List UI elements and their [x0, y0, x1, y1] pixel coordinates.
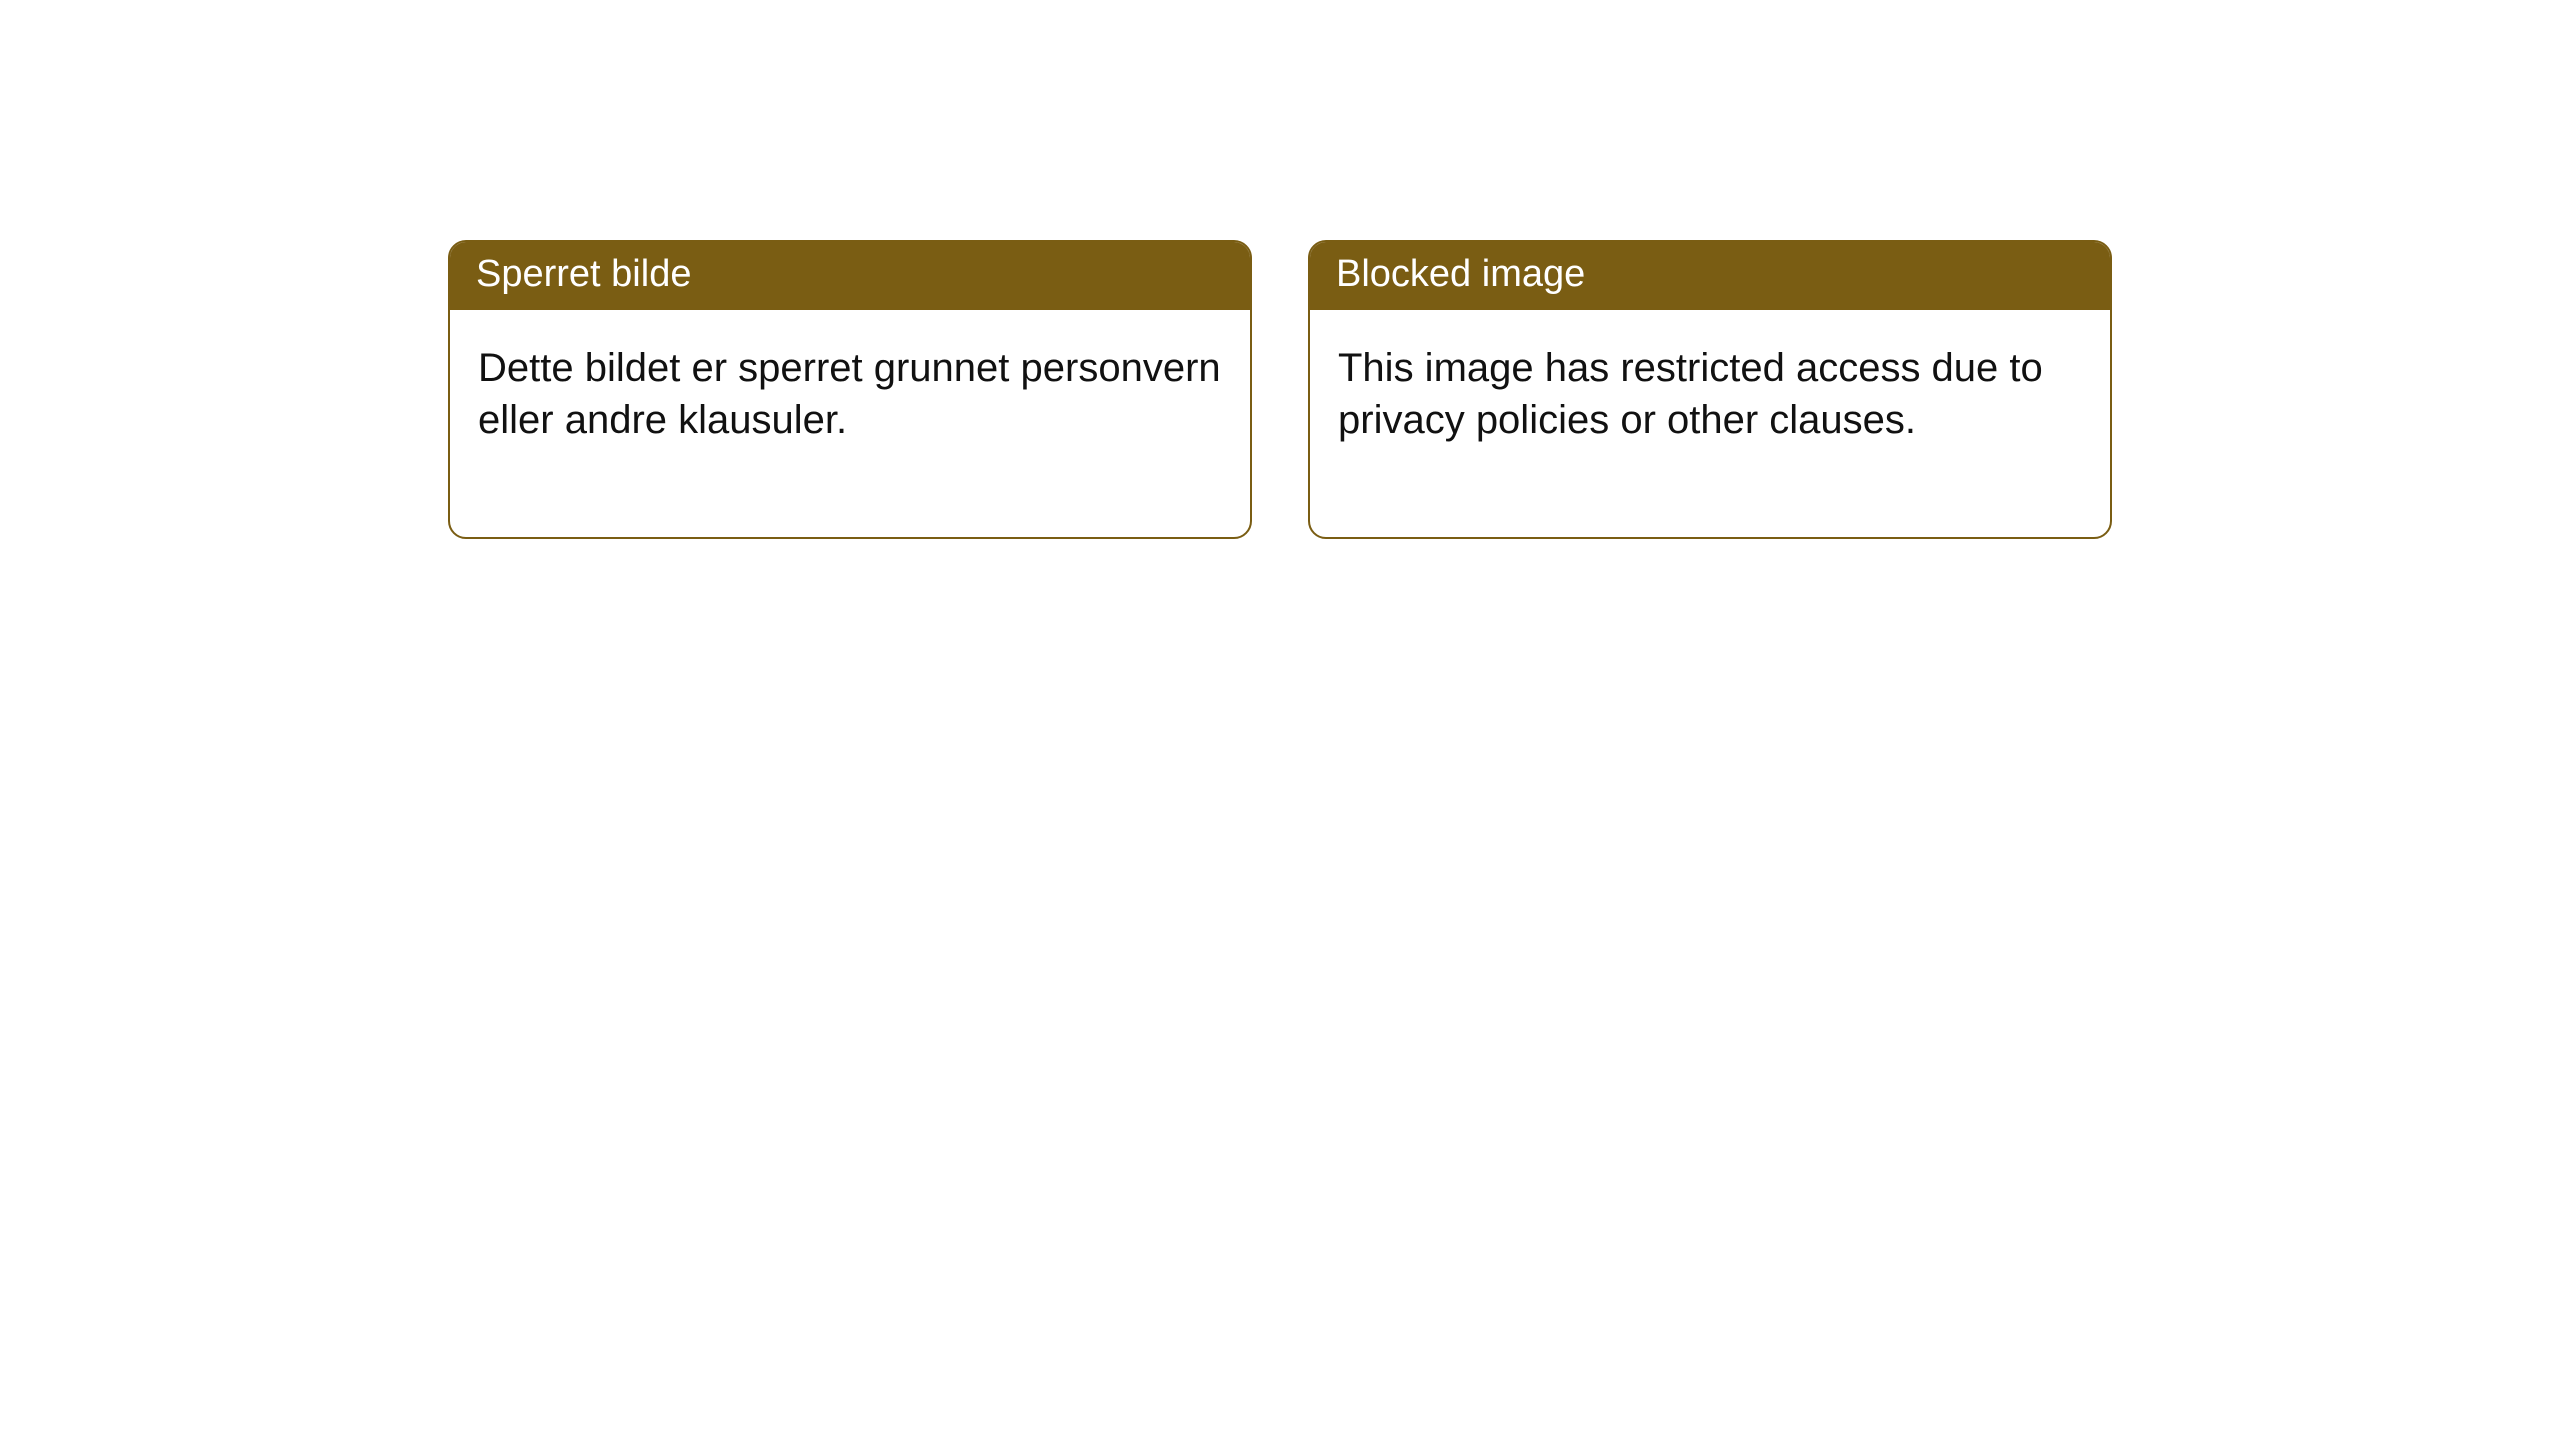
notice-card-title: Sperret bilde — [450, 242, 1250, 310]
notice-card-norwegian: Sperret bilde Dette bildet er sperret gr… — [448, 240, 1252, 539]
notice-card-english: Blocked image This image has restricted … — [1308, 240, 2112, 539]
notice-card-body: Dette bildet er sperret grunnet personve… — [450, 310, 1250, 538]
notice-card-title: Blocked image — [1310, 242, 2110, 310]
notice-card-body: This image has restricted access due to … — [1310, 310, 2110, 538]
blocked-image-notice-container: Sperret bilde Dette bildet er sperret gr… — [0, 0, 2560, 539]
